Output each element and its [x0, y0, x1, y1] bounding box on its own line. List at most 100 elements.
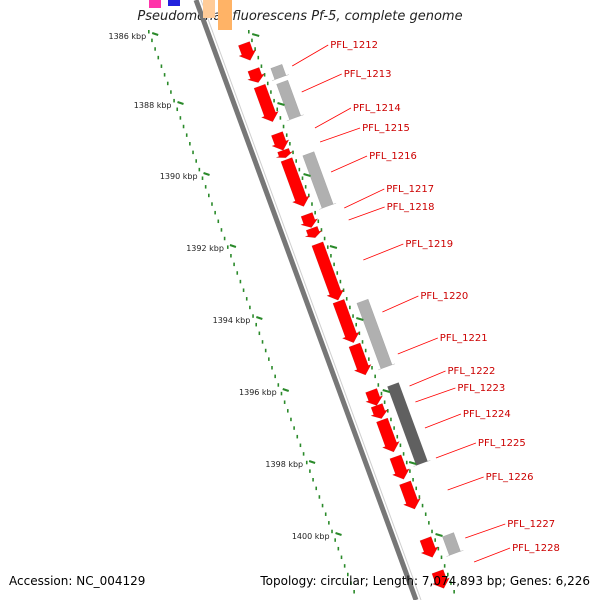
track-dot: [301, 176, 304, 180]
backbone: [193, 0, 422, 600]
track-dot: [258, 331, 261, 336]
feature-track[interactable]: [149, 0, 464, 589]
reverse-gene-arrow[interactable]: [387, 382, 431, 467]
track-dot: [377, 383, 380, 387]
label-leader-line: [473, 547, 511, 563]
forward-gene-arrow[interactable]: [431, 569, 451, 589]
track-dot: [264, 348, 267, 353]
track-dot: [245, 297, 248, 301]
forward-gene-arrow[interactable]: [365, 388, 384, 406]
forward-gene-arrow[interactable]: [348, 342, 372, 376]
backbone-highlight: [200, 0, 422, 600]
track-dot: [431, 529, 433, 534]
track-dot: [217, 219, 220, 224]
track-dot: [289, 142, 291, 146]
track-dot: [415, 486, 418, 491]
track-dot: [239, 279, 242, 284]
gene-label[interactable]: PFL_1217: [386, 184, 434, 195]
track-dot: [339, 279, 342, 284]
track-dot: [293, 426, 295, 430]
forward-gene-arrow[interactable]: [280, 157, 310, 207]
track-dot: [343, 564, 346, 568]
gene-label[interactable]: PFL_1216: [369, 151, 417, 162]
track-dot: [285, 133, 288, 137]
forward-gene-arrow[interactable]: [237, 41, 257, 61]
gene-label[interactable]: PFL_1225: [478, 438, 526, 449]
reverse-gene-arrow[interactable]: [270, 63, 289, 81]
track-dot: [182, 124, 185, 129]
gene-label[interactable]: PFL_1212: [330, 40, 378, 51]
track-dot: [312, 478, 314, 482]
tick-mark: [256, 316, 263, 320]
gene-label[interactable]: PFL_1228: [512, 543, 560, 554]
gene-label[interactable]: PFL_1223: [457, 383, 505, 394]
forward-gene-arrow[interactable]: [246, 67, 266, 83]
track-dot: [173, 98, 175, 103]
forward-gene-arrow[interactable]: [270, 131, 290, 151]
track-dot: [263, 73, 266, 77]
gene-label[interactable]: PFL_1218: [387, 202, 435, 213]
forward-gene-arrow[interactable]: [419, 536, 439, 558]
forward-gene-arrow[interactable]: [305, 225, 323, 238]
gene-label[interactable]: PFL_1219: [405, 239, 453, 250]
reverse-gene-arrow[interactable]: [356, 298, 396, 371]
track-dot: [273, 98, 275, 103]
track-dot: [157, 55, 160, 60]
label-leader-line: [465, 523, 506, 539]
gene-label[interactable]: PFL_1214: [353, 103, 401, 114]
track-dot: [170, 90, 172, 94]
track-dot: [323, 236, 326, 241]
track-dot: [399, 443, 402, 448]
track-dot: [314, 210, 316, 215]
accession-text: Accession: NC_004129: [9, 574, 146, 588]
track-dot: [302, 452, 305, 456]
track-dot: [349, 305, 351, 310]
track-dot: [396, 434, 399, 439]
gene-label[interactable]: PFL_1226: [486, 472, 534, 483]
track-dot: [443, 564, 446, 568]
reverse-gene-arrow[interactable]: [442, 532, 464, 557]
track-dot: [324, 512, 327, 516]
gene-label[interactable]: PFL_1221: [440, 333, 488, 344]
forward-gene-arrow[interactable]: [370, 403, 389, 419]
track-dot: [296, 434, 299, 439]
track-dot: [226, 245, 229, 249]
forward-gene-arrow[interactable]: [276, 147, 294, 159]
track-dot: [276, 107, 279, 112]
track-dot: [386, 409, 389, 413]
track-dot: [220, 228, 223, 232]
gene-label[interactable]: PFL_1213: [344, 69, 392, 80]
tick-mark: [435, 533, 443, 537]
track-dot: [204, 185, 207, 189]
forward-gene-arrow[interactable]: [332, 298, 360, 344]
forward-gene-arrow[interactable]: [299, 212, 319, 228]
forward-gene-arrow[interactable]: [399, 480, 421, 510]
track-dot: [402, 452, 405, 456]
gene-label[interactable]: PFL_1227: [507, 519, 555, 530]
gene-label[interactable]: PFL_1222: [448, 366, 496, 377]
label-leader-line: [415, 387, 456, 403]
track-dot: [380, 391, 383, 396]
track-dot: [257, 55, 260, 60]
reverse-gene-arrow[interactable]: [276, 79, 304, 122]
track-dot: [189, 142, 191, 146]
track-dot: [330, 254, 332, 258]
track-dot: [268, 357, 270, 361]
gene-label[interactable]: PFL_1215: [362, 123, 410, 134]
track-dot: [390, 417, 392, 422]
tick-mark: [177, 101, 184, 105]
track-dot: [333, 262, 335, 267]
forward-gene-arrow[interactable]: [389, 454, 410, 480]
gene-label[interactable]: PFL_1220: [420, 291, 468, 302]
track-dot: [405, 460, 408, 465]
track-dot: [295, 159, 297, 163]
backbone-line: [193, 0, 419, 600]
reverse-gene-arrow[interactable]: [302, 151, 337, 210]
track-dot: [298, 167, 301, 172]
forward-gene-arrow[interactable]: [311, 241, 345, 301]
track-dot: [352, 314, 354, 318]
forward-gene-arrow[interactable]: [253, 83, 279, 123]
forward-gene-arrow[interactable]: [376, 417, 400, 453]
gene-label[interactable]: PFL_1224: [463, 409, 511, 420]
